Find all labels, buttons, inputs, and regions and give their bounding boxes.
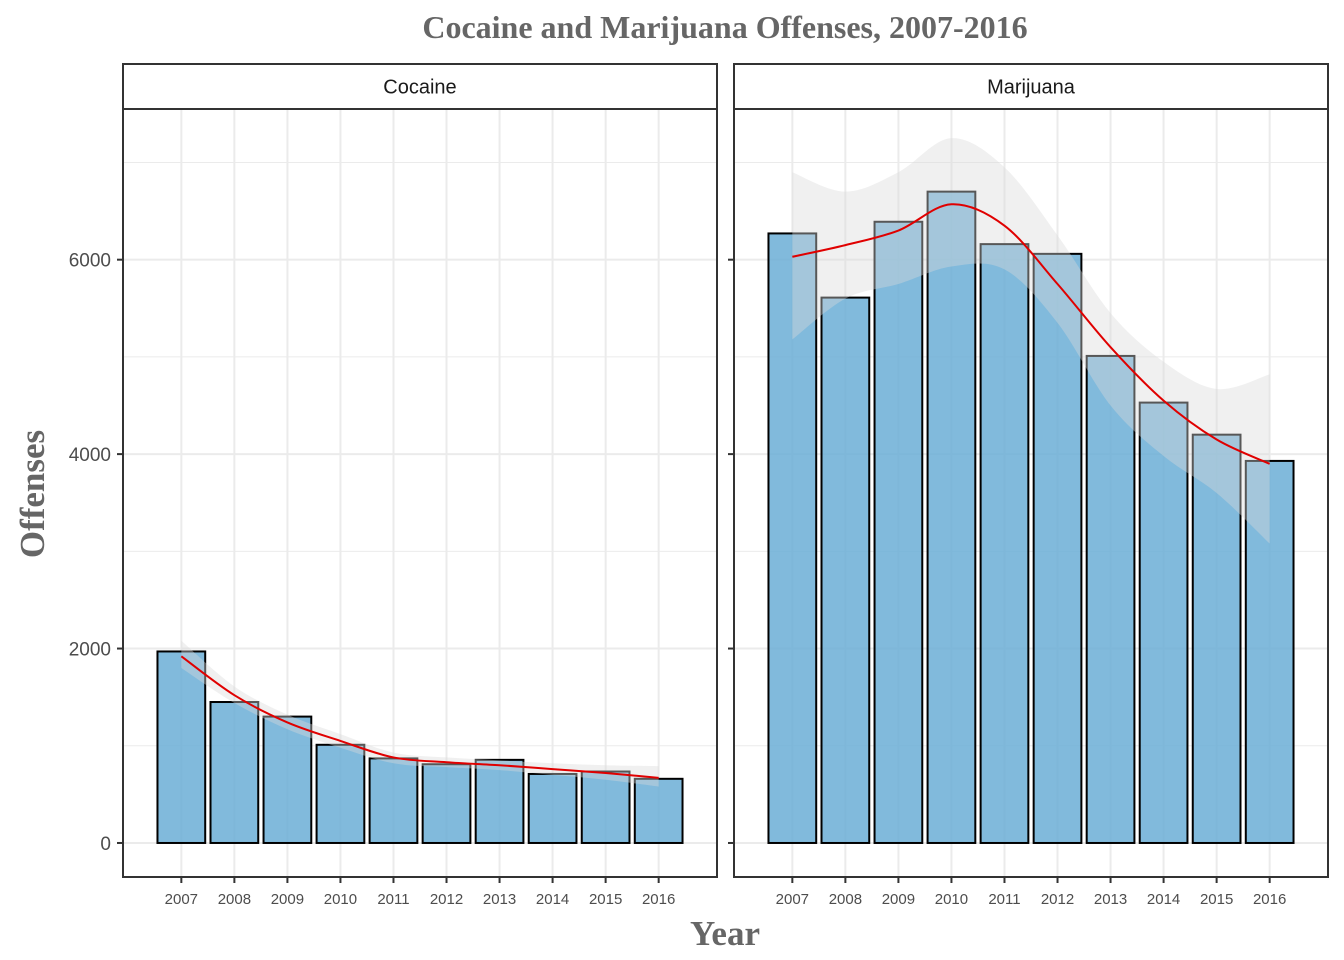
trend-line-cocaine — [180, 655, 659, 779]
bar-cocaine-2016 — [633, 777, 684, 844]
x-tick-label: 2010 — [324, 891, 357, 908]
bar-marijuana-2016 — [1244, 459, 1295, 844]
bar-cocaine-2011 — [368, 757, 419, 844]
x-tick-label: 2011 — [988, 891, 1020, 908]
bar-cocaine-2012 — [421, 763, 472, 844]
chart-title: Cocaine and Marijuana Offenses, 2007-201… — [422, 9, 1027, 45]
y-axis-title: Offenses — [13, 430, 52, 558]
x-tick-label: 2007 — [776, 891, 809, 908]
bar-cocaine-2015 — [580, 770, 631, 844]
x-tick-label: 2013 — [1094, 891, 1127, 908]
bar-marijuana-2007 — [767, 232, 818, 844]
bar-cocaine-2010 — [315, 743, 366, 844]
x-tick-label: 2016 — [642, 891, 675, 908]
bar-cocaine-2013 — [474, 758, 525, 844]
y-tick-label: 6000 — [69, 251, 111, 272]
x-tick-label: 2014 — [536, 891, 569, 908]
x-tick-label: 2009 — [271, 891, 304, 908]
confidence-ribbon-cocaine — [181, 640, 659, 787]
facet-strip-label: Marijuana — [987, 77, 1076, 99]
bar-marijuana-2013 — [1085, 354, 1136, 844]
x-tick-label: 2015 — [589, 891, 622, 908]
panels-group: Cocaine 2007 2008 2009 2010 2011 2012 2013 2014 2… — [69, 63, 1329, 908]
x-tick-label: 2011 — [377, 891, 409, 908]
confidence-ribbon-marijuana — [792, 138, 1270, 544]
bar-cocaine-2008 — [209, 701, 260, 844]
bar-cocaine-2014 — [527, 772, 578, 844]
y-tick-label: 4000 — [69, 445, 111, 466]
x-tick-label: 2016 — [1253, 891, 1286, 908]
bar-marijuana-2009 — [873, 220, 924, 844]
x-tick-label: 2008 — [829, 891, 862, 908]
bar-marijuana-2014 — [1138, 401, 1189, 844]
x-tick-label: 2015 — [1200, 891, 1233, 908]
panel-cocaine: Cocaine 2007 2008 2009 2010 2011 2012 2013 2014 2… — [69, 63, 718, 908]
x-tick-label: 2009 — [882, 891, 915, 908]
facet-strip — [733, 63, 1329, 110]
x-axis-title: Year — [690, 914, 760, 953]
panel-marijuana: Marijuana 2007 2008 2009 2010 2011 2012 2013 201… — [728, 63, 1329, 908]
y-tick-label: 0 — [100, 834, 111, 855]
x-tick-label: 2007 — [165, 891, 198, 908]
bar-marijuana-2011 — [979, 243, 1030, 844]
bar-cocaine-2009 — [262, 715, 313, 844]
facet-strip-label: Cocaine — [383, 77, 456, 99]
bar-marijuana-2015 — [1191, 433, 1242, 844]
x-tick-label: 2013 — [483, 891, 516, 908]
trend-line-marijuana — [792, 203, 1271, 465]
x-tick-label: 2012 — [430, 891, 463, 908]
x-tick-label: 2014 — [1147, 891, 1180, 908]
facet-strip — [122, 63, 718, 110]
bar-marijuana-2010 — [926, 190, 977, 844]
bar-marijuana-2012 — [1032, 252, 1083, 844]
bar-cocaine-2007 — [156, 650, 207, 844]
x-tick-label: 2008 — [218, 891, 251, 908]
x-tick-label: 2012 — [1041, 891, 1074, 908]
x-tick-label: 2010 — [935, 891, 968, 908]
y-tick-label: 2000 — [69, 640, 111, 661]
bar-marijuana-2008 — [820, 296, 871, 844]
